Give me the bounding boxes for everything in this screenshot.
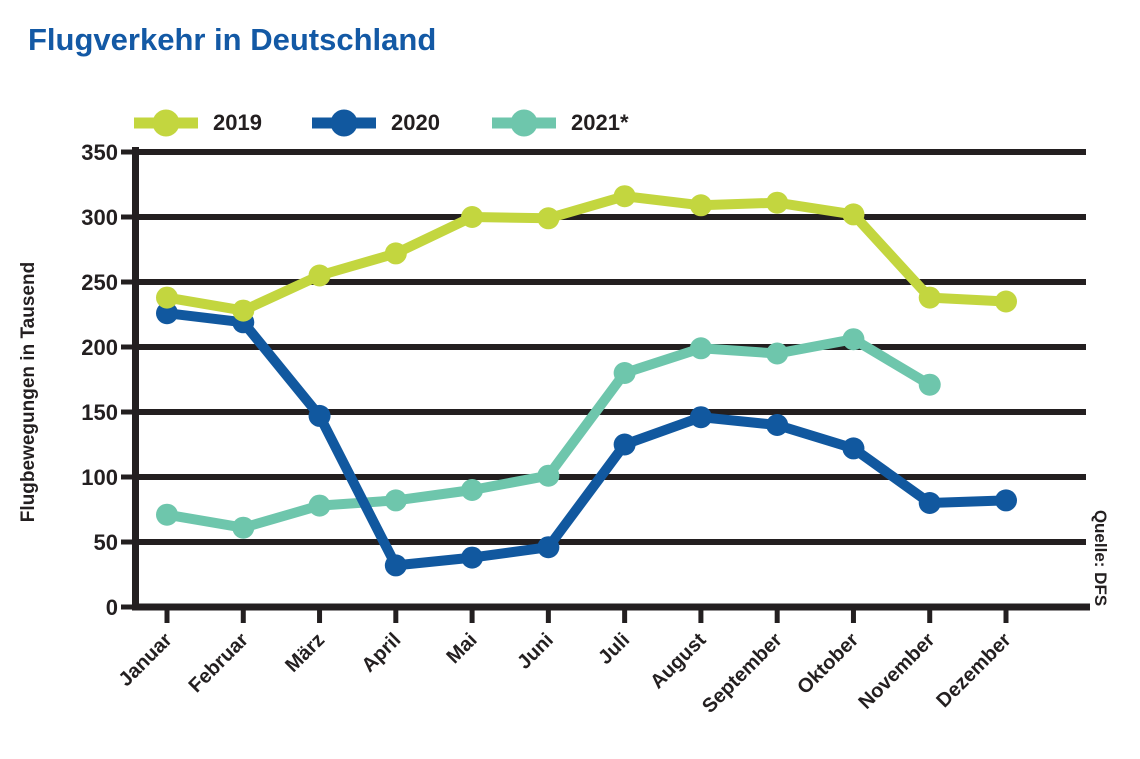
y-tick-label: 0: [106, 595, 118, 620]
x-tick-labels: Januar Februar März April Mai Juni Juli AugustS…: [115, 610, 1016, 718]
legend-marker-icon: [134, 109, 198, 137]
gridlines: [121, 149, 1086, 610]
x-tick-label: Januar: [115, 629, 177, 691]
x-tick-label: November: [855, 629, 940, 714]
x-tick-label: August: [646, 629, 711, 694]
data-point: [308, 404, 331, 427]
series-2021: [156, 328, 941, 539]
legend-marker-icon: [492, 109, 556, 137]
x-tick-label: Mai: [442, 629, 481, 668]
data-point: [537, 536, 560, 559]
data-point: [232, 516, 255, 539]
data-point: [461, 206, 484, 228]
data-point: [918, 286, 941, 309]
y-tick-label: 150: [81, 400, 118, 425]
y-tick-labels: 0 50 100 150 200 250 300 350: [81, 140, 118, 620]
x-tick-label: Juni: [513, 629, 558, 674]
y-axis-title: Flugbewegungen in Tausend: [18, 261, 39, 523]
y-tick-label: 50: [94, 530, 118, 555]
legend-item-label: 2020: [391, 110, 440, 135]
data-point: [995, 290, 1017, 313]
page-title: Flugverkehr in Deutschland: [28, 22, 437, 57]
x-tick-label: Oktober: [793, 629, 863, 699]
data-point: [766, 342, 789, 365]
axes: [132, 147, 1090, 611]
data-point: [537, 464, 560, 487]
x-tick-label: April: [358, 629, 406, 677]
data-point: [156, 286, 178, 309]
data-point: [384, 242, 407, 265]
legend-item-2019: 2019: [134, 104, 262, 142]
legend-item-2021: 2021*: [492, 104, 629, 142]
data-point: [308, 264, 331, 287]
y-tick-label: 200: [81, 335, 118, 360]
data-point: [613, 362, 636, 384]
data-point: [461, 546, 484, 569]
data-point: [156, 302, 178, 325]
x-tick-label: September: [698, 629, 787, 718]
x-tick-label: Februar: [185, 629, 253, 697]
data-point: [689, 337, 712, 360]
data-point: [537, 207, 560, 230]
data-point: [766, 191, 789, 214]
data-point: [995, 489, 1017, 512]
data-point: [842, 328, 865, 351]
legend-item-label: 2021*: [571, 110, 629, 135]
data-point: [613, 433, 636, 456]
data-point: [689, 194, 712, 217]
x-tick-label: Juli: [594, 629, 634, 669]
data-point: [384, 489, 407, 512]
data-point: [766, 414, 789, 436]
y-tick-label: 100: [81, 465, 118, 490]
x-tick-label: Dezember: [932, 629, 1015, 712]
data-point: [689, 406, 712, 429]
data-point: [842, 203, 865, 226]
y-tick-label: 350: [81, 140, 118, 165]
legend-item-label: 2019: [213, 110, 262, 135]
data-point: [613, 185, 636, 208]
series-2020: [156, 302, 1017, 577]
source-note: Quelle: DFS: [1091, 509, 1110, 607]
data-point: [232, 299, 255, 322]
data-point: [461, 479, 484, 501]
x-tick-label: März: [281, 629, 329, 677]
data-point: [308, 494, 331, 517]
legend-marker-icon: [312, 109, 376, 137]
data-point: [384, 554, 407, 577]
data-point: [156, 503, 178, 526]
y-tick-label: 250: [81, 270, 118, 295]
data-point: [918, 492, 941, 514]
data-point: [918, 373, 941, 396]
series-2019: [156, 185, 1017, 322]
legend-item-2020: 2020: [312, 104, 440, 142]
data-point: [842, 437, 865, 460]
y-tick-label: 300: [81, 205, 118, 230]
chart-legend: 2019 2020 2021*: [0, 104, 1140, 142]
